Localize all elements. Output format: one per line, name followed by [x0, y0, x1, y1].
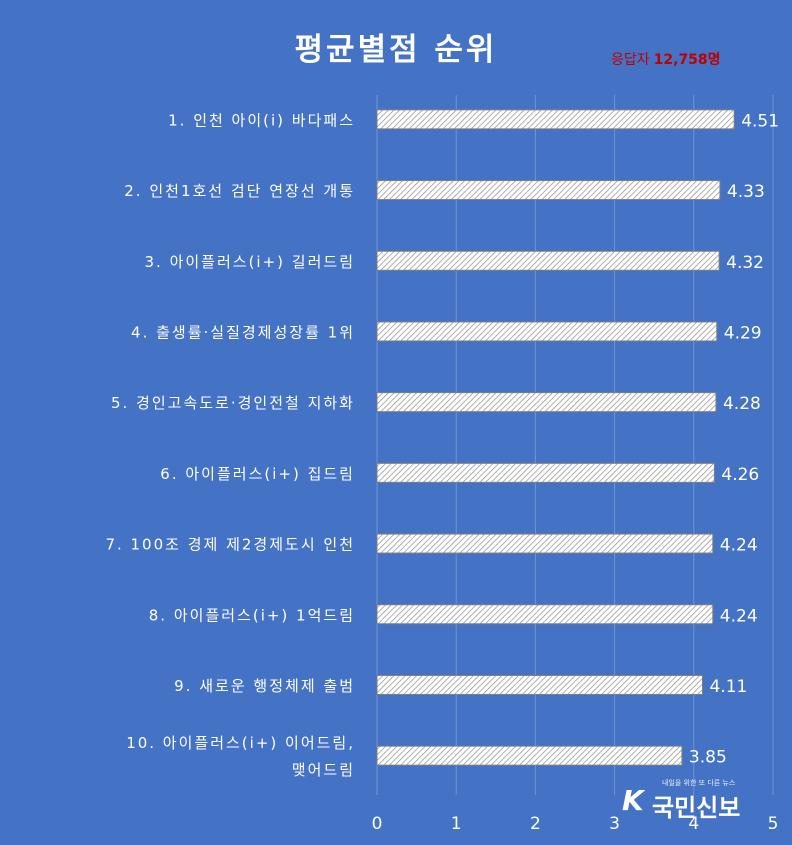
category-label: 8. 아이플러스(i+) 1억드림 [149, 606, 355, 624]
respondent-label: 응답자 [611, 52, 650, 68]
watermark-name: 국민신보 [652, 794, 741, 822]
category-label: 10. 아이플러스(i+) 이어드림, [126, 734, 355, 752]
bar [376, 109, 735, 130]
bar [376, 462, 715, 483]
bar [376, 392, 717, 413]
watermark-tagline: 내일을 위한 또 다른 뉴스 [662, 779, 736, 787]
data-label: 4.11 [710, 677, 748, 697]
bar [376, 674, 704, 695]
bar [376, 250, 720, 271]
k-logo-icon: K [622, 784, 644, 817]
bar [376, 321, 718, 342]
data-label: 4.26 [721, 465, 759, 485]
bar [376, 745, 683, 766]
data-label: 4.28 [723, 394, 761, 414]
bar [376, 533, 714, 554]
x-tick-label: 2 [530, 814, 541, 834]
x-tick-label: 5 [768, 814, 779, 834]
category-label: 2. 인천1호선 검단 연장선 개통 [124, 182, 355, 200]
bar [376, 604, 714, 625]
category-label: 6. 아이플러스(i+) 집드림 [160, 465, 355, 483]
category-label: 3. 아이플러스(i+) 길러드림 [145, 253, 356, 271]
category-label: 7. 100조 경제 제2경제도시 인천 [105, 536, 355, 554]
x-tick-label: 0 [372, 814, 383, 834]
category-label: 맺어드림 [292, 761, 355, 779]
x-tick-label: 1 [451, 814, 462, 834]
x-tick-label: 3 [609, 814, 620, 834]
bar [376, 180, 721, 201]
category-label: 9. 새로운 행정체제 출범 [174, 677, 355, 695]
data-label: 4.24 [720, 606, 758, 626]
data-label: 4.33 [727, 182, 765, 202]
data-label: 4.32 [726, 253, 764, 273]
category-label: 5. 경인고속도로·경인전철 지하화 [111, 394, 355, 412]
data-label: 3.85 [689, 748, 727, 768]
x-tick-label: 4 [688, 814, 699, 834]
respondent-number: 12,758명 [653, 52, 721, 68]
category-label: 1. 인천 아이(i) 바다패스 [168, 111, 355, 129]
data-label: 4.29 [724, 323, 762, 343]
data-label: 4.51 [741, 111, 779, 131]
category-label: 4. 출생률·실질경제성장률 1위 [131, 323, 355, 341]
data-label: 4.24 [720, 536, 758, 556]
chart-title: 평균별점 순위 [294, 32, 498, 68]
respondent-count: 응답자 12,758명 [611, 49, 721, 69]
